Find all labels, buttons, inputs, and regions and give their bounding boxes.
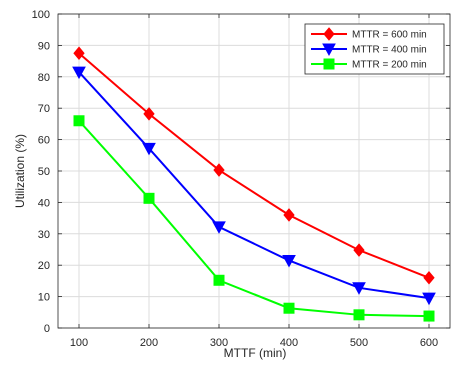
y-tick-label: 0 (44, 323, 50, 335)
x-tick-label: 300 (210, 337, 228, 349)
legend: MTTR = 600 min MTTR = 400 min MTTR = 200 m… (304, 23, 445, 75)
y-tick-label: 40 (38, 197, 50, 209)
data-point (423, 310, 435, 322)
y-tick-label: 80 (38, 72, 50, 84)
data-point (353, 243, 365, 257)
legend-swatch-marker (323, 58, 335, 70)
data-point (283, 302, 295, 314)
series-layer (72, 46, 436, 322)
legend-item: MTTR = 600 min (311, 27, 427, 41)
data-point (72, 66, 86, 80)
series-1 (73, 46, 435, 285)
legend-label: MTTR = 400 min (352, 45, 427, 56)
series-3 (73, 115, 435, 322)
y-axis-title: Utilization (%) (13, 134, 27, 208)
y-tick-label: 50 (38, 166, 50, 178)
data-point (282, 254, 296, 268)
y-tick-label: 20 (38, 260, 50, 272)
data-point (423, 270, 435, 285)
data-point (213, 274, 225, 286)
data-point (143, 192, 155, 204)
x-axis-title: MTTF (min) (224, 346, 287, 360)
x-tick-label: 200 (140, 337, 158, 349)
series-line (78, 120, 430, 318)
legend-label: MTTR = 200 min (352, 60, 427, 71)
legend-item: MTTR = 400 min (311, 43, 427, 57)
tick-labels: 0 10 20 30 40 50 60 70 80 90 100 100 200 300 400 500 600 (32, 9, 439, 349)
x-tick-label: 100 (70, 337, 88, 349)
data-point (283, 208, 295, 222)
legend-item: MTTR = 200 min (311, 58, 427, 71)
data-point (212, 221, 226, 234)
data-point (142, 142, 156, 156)
series-line (78, 52, 430, 279)
data-point (422, 292, 436, 306)
data-point (73, 115, 85, 127)
data-point (143, 107, 155, 121)
legend-label: MTTR = 600 min (352, 30, 427, 41)
data-point (213, 163, 225, 177)
y-tick-label: 90 (38, 40, 50, 52)
x-tick-label: 600 (420, 337, 438, 349)
y-tick-label: 10 (38, 292, 50, 304)
data-point (73, 46, 85, 61)
x-tick-label: 400 (280, 337, 298, 349)
x-tick-label: 500 (350, 337, 368, 349)
legend-swatch-marker (323, 27, 335, 41)
y-tick-label: 30 (38, 229, 50, 241)
axes (57, 13, 451, 329)
legend-swatch-marker (322, 43, 336, 57)
data-point (353, 309, 365, 321)
series-line (78, 71, 430, 300)
y-tick-label: 60 (38, 135, 50, 147)
y-tick-label: 100 (32, 9, 50, 21)
series-2 (72, 66, 436, 306)
y-tick-label: 70 (38, 103, 50, 115)
data-point (352, 282, 366, 295)
